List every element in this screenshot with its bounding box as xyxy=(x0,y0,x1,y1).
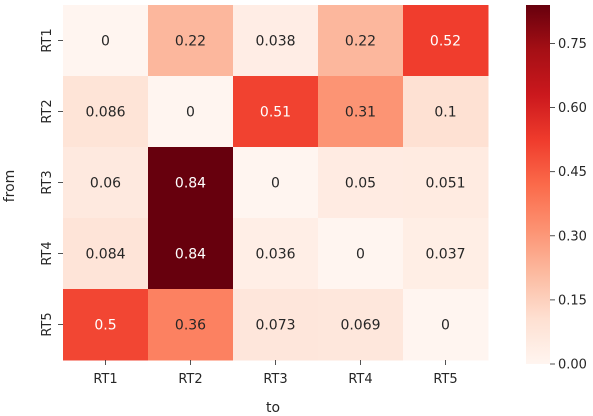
cell-value-label: 0.038 xyxy=(255,34,295,50)
x-tick-label: RT3 xyxy=(263,372,287,387)
cell-value-label: 0.069 xyxy=(340,318,380,334)
heatmap-cell xyxy=(318,289,404,361)
x-tick-label: RT5 xyxy=(433,372,457,387)
cell-value-label: 0.084 xyxy=(85,247,125,263)
cell-value-label: 0 xyxy=(186,105,195,121)
cell-value-label: 0.051 xyxy=(425,176,465,192)
heatmap-cell xyxy=(318,5,404,77)
cell-value-label: 0.1 xyxy=(434,105,456,121)
heatmap-cell xyxy=(63,218,149,290)
colorbar-tick-label: 0.15 xyxy=(558,293,587,308)
cell-value-label: 0 xyxy=(356,247,365,263)
y-tick-label: RT3 xyxy=(40,170,55,194)
y-axis: RT1 RT2 RT3 RT4 RT5 xyxy=(40,28,63,337)
y-tick-label: RT5 xyxy=(40,312,55,336)
heatmap-cell xyxy=(148,5,234,77)
cell-value-label: 0.31 xyxy=(345,105,376,121)
y-tick-label: RT4 xyxy=(40,241,55,265)
heatmap-cell xyxy=(403,76,489,148)
cell-value-label: 0.036 xyxy=(255,247,295,263)
x-axis-label: to xyxy=(266,400,280,416)
colorbar-tick-label: 0.00 xyxy=(558,358,587,373)
heatmap-cell xyxy=(233,147,319,219)
heatmap-cell xyxy=(148,218,234,290)
heatmap-cell xyxy=(403,218,489,290)
x-tick-label: RT4 xyxy=(348,372,372,387)
cell-value-label: 0.5 xyxy=(94,318,116,334)
heatmap-cell xyxy=(403,289,489,361)
colorbar-gradient xyxy=(526,5,550,364)
colorbar-tick-label: 0.60 xyxy=(558,101,587,116)
heatmap-cell xyxy=(63,76,149,148)
heatmap-cells: 0 0.22 0.038 0.22 0.52 0.086 0 0.51 0.31 0.1 0.06 0… xyxy=(63,5,489,361)
heatmap-cell xyxy=(148,289,234,361)
y-tick-label: RT2 xyxy=(40,99,55,123)
colorbar-tick-label: 0.75 xyxy=(558,37,587,52)
cell-value-label: 0 xyxy=(441,318,450,334)
heatmap-cell xyxy=(63,5,149,77)
heatmap-cell xyxy=(148,147,234,219)
heatmap-cell xyxy=(63,289,149,361)
cell-value-label: 0.22 xyxy=(345,34,376,50)
heatmap-cell xyxy=(63,147,149,219)
cell-value-label: 0.51 xyxy=(260,105,291,121)
x-tick-label: RT1 xyxy=(93,372,117,387)
heatmap-cell xyxy=(318,147,404,219)
heatmap-cell xyxy=(318,76,404,148)
heatmap-cell xyxy=(403,5,489,77)
cell-value-label: 0.22 xyxy=(175,34,206,50)
heatmap-cell xyxy=(233,76,319,148)
x-tick-label: RT2 xyxy=(178,372,202,387)
cell-value-label: 0.52 xyxy=(430,34,461,50)
heatmap-cell xyxy=(233,218,319,290)
cell-value-label: 0.073 xyxy=(255,318,295,334)
cell-value-label: 0.086 xyxy=(85,105,125,121)
y-axis-label: from xyxy=(2,170,18,203)
colorbar-tick-label: 0.45 xyxy=(558,165,587,180)
y-tick-label: RT1 xyxy=(40,28,55,52)
heatmap-cell xyxy=(403,147,489,219)
colorbar-tick-label: 0.30 xyxy=(558,229,587,244)
heatmap-cell xyxy=(233,289,319,361)
x-axis: RT1 RT2 RT3 RT4 RT5 xyxy=(93,360,458,387)
cell-value-label: 0.84 xyxy=(175,247,206,263)
cell-value-label: 0.84 xyxy=(175,176,206,192)
cell-value-label: 0.037 xyxy=(425,247,465,263)
cell-value-label: 0.05 xyxy=(345,176,376,192)
cell-value-label: 0 xyxy=(101,34,110,50)
heatmap-cell xyxy=(148,76,234,148)
heatmap-cell xyxy=(318,218,404,290)
cell-value-label: 0.36 xyxy=(175,318,206,334)
cell-value-label: 0.06 xyxy=(90,176,121,192)
cell-value-label: 0 xyxy=(271,176,280,192)
heatmap-cell xyxy=(233,5,319,77)
colorbar: 0.00 0.15 0.30 0.45 0.60 0.75 xyxy=(526,5,587,373)
